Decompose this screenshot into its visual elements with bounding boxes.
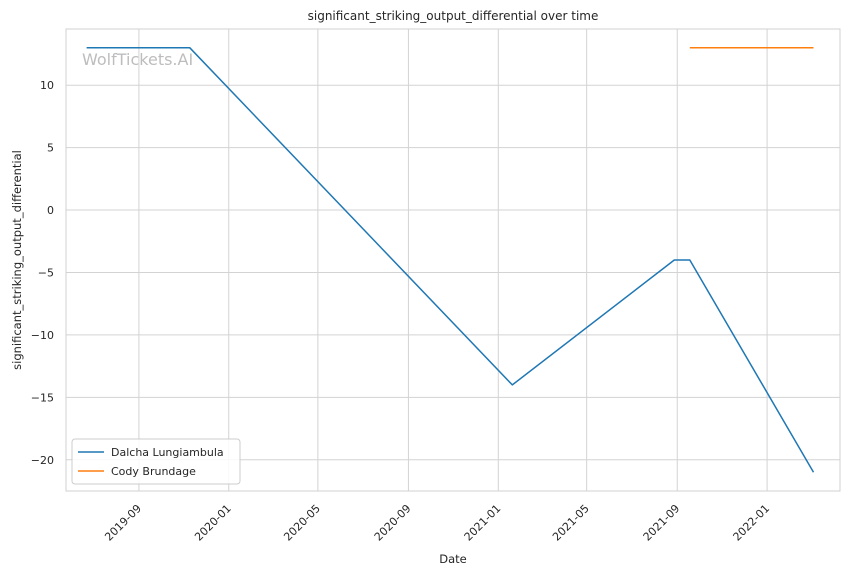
x-tick-label: 2020-09 xyxy=(372,502,414,544)
series-layer xyxy=(86,46,815,473)
x-tick-label: 2020-05 xyxy=(281,502,323,544)
legend-label-cody: Cody Brundage xyxy=(111,465,196,478)
legend-box xyxy=(71,438,241,485)
x-tick-label: 2019-09 xyxy=(102,502,144,544)
x-axis-title: Date xyxy=(439,552,467,566)
y-tick-label: −5 xyxy=(38,266,54,279)
grid-lines xyxy=(66,29,840,491)
y-tick-label: −20 xyxy=(31,454,54,467)
y-tick-label: −15 xyxy=(31,391,54,404)
x-tick-label: 2020-01 xyxy=(192,502,234,544)
plot-area xyxy=(65,28,841,492)
watermark: WolfTickets.AI xyxy=(82,50,193,69)
series-line-0 xyxy=(86,46,815,473)
y-tick-label: 0 xyxy=(47,204,54,217)
y-axis-title: significant_striking_output_differential xyxy=(10,150,24,370)
y-tick-label: 5 xyxy=(47,142,54,155)
x-tick-label: 2021-09 xyxy=(641,502,683,544)
x-tick-label: 2021-05 xyxy=(550,502,592,544)
chart-title: significant_striking_output_differential… xyxy=(308,9,599,23)
legend-label-dalcha: Dalcha Lungiambula xyxy=(111,446,224,459)
x-tick-label: 2022-01 xyxy=(731,502,773,544)
x-tick-label: 2021-01 xyxy=(462,502,504,544)
y-tick-label: −10 xyxy=(31,329,54,342)
legend: Dalcha Lungiambula Cody Brundage xyxy=(71,438,241,485)
y-tick-label: 10 xyxy=(40,79,54,92)
